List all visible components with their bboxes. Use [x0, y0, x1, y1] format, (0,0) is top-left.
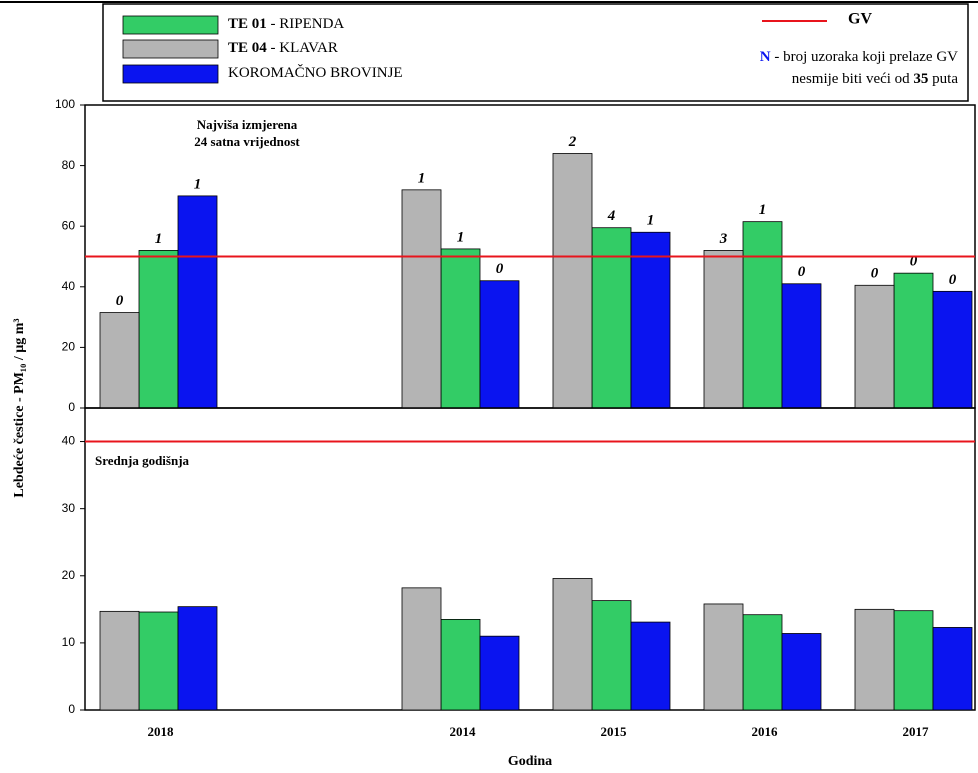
x-tick-label: 2018 [148, 724, 175, 739]
n-label: 1 [418, 170, 426, 186]
plot-frame [84, 407, 976, 711]
bar [630, 621, 671, 711]
bar [552, 153, 593, 409]
bar [630, 231, 671, 409]
bar [440, 619, 481, 711]
n-label: 1 [647, 213, 655, 229]
n-label: 4 [607, 208, 616, 224]
bar [893, 610, 934, 711]
bar [742, 221, 783, 409]
n-label: 0 [798, 264, 806, 280]
n-label: 0 [496, 261, 504, 277]
bar [401, 587, 442, 711]
legend-label: TE 01 - RIPENDA [228, 16, 344, 32]
y-tick-label: 80 [62, 158, 76, 172]
bar [854, 284, 895, 409]
y-tick-label: 60 [62, 218, 76, 232]
y-tick-label: 0 [68, 702, 75, 716]
bar [138, 250, 179, 409]
legend-swatch [122, 15, 219, 35]
bar [932, 627, 973, 711]
y-tick-label: 10 [62, 635, 76, 649]
bar [479, 635, 520, 711]
legend-swatch [122, 64, 219, 84]
bar [479, 280, 520, 409]
bar [703, 250, 744, 409]
bar [177, 606, 218, 711]
legend-swatch [122, 39, 219, 59]
y-tick-label: 20 [62, 340, 76, 354]
n-label: 2 [568, 134, 577, 150]
n-label: 0 [949, 272, 957, 288]
x-tick-label: 2014 [450, 724, 477, 739]
bar [893, 272, 934, 409]
x-tick-label: 2017 [903, 724, 930, 739]
bar [440, 248, 481, 409]
bar [99, 610, 140, 711]
n-label: 3 [719, 231, 728, 247]
y-tick-label: 20 [62, 568, 76, 582]
bar [591, 600, 632, 711]
annotation: Srednja godišnja [95, 453, 190, 468]
n-label: 0 [871, 266, 879, 282]
n-label: 0 [910, 254, 918, 270]
bar [177, 195, 218, 409]
n-label: 1 [155, 231, 163, 247]
note: N - broj uzoraka koji prelaze GV [760, 49, 958, 65]
bar [138, 611, 179, 711]
bar [781, 633, 822, 711]
x-axis-label: Godina [508, 754, 552, 769]
n-label: 1 [194, 176, 202, 192]
note: nesmije biti veći od 35 puta [792, 71, 959, 87]
x-tick-label: 2015 [601, 724, 628, 739]
y-tick-label: 40 [62, 434, 76, 448]
legend-label: GV [848, 11, 872, 28]
y-tick-label: 0 [68, 400, 75, 414]
x-tick-label: 2016 [752, 724, 779, 739]
bar [401, 189, 442, 409]
legend-label: TE 04 - KLAVAR [228, 40, 338, 56]
bar [932, 290, 973, 409]
legend-label: KOROMAČNO BROVINJE [228, 64, 403, 81]
y-axis-label: Lebdeće čestice - PM₁₀ / µg m³ [12, 318, 27, 497]
n-label: 1 [457, 229, 465, 245]
annotation: Najviša izmjerena [197, 117, 298, 132]
y-tick-label: 100 [55, 97, 75, 111]
bar [703, 603, 744, 711]
bar [591, 227, 632, 409]
y-tick-label: 30 [62, 501, 76, 515]
annotation: 24 satna vrijednost [194, 134, 300, 149]
bar [552, 578, 593, 711]
n-label: 0 [116, 293, 124, 309]
bar [854, 608, 895, 711]
bar [781, 283, 822, 409]
bar [742, 614, 783, 711]
n-label: 1 [759, 202, 767, 218]
y-tick-label: 40 [62, 279, 76, 293]
bar [99, 312, 140, 409]
